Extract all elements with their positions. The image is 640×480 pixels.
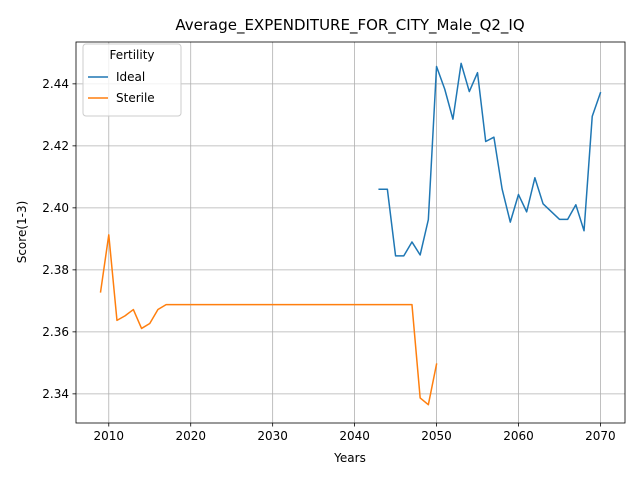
- plot-frame: [75, 41, 626, 424]
- y-tick-label: 2.42: [42, 139, 69, 153]
- y-axis-label: Score(1-3): [15, 201, 29, 264]
- x-axis-label: Years: [333, 451, 366, 465]
- x-tick-label: 2030: [257, 429, 288, 443]
- series-line-ideal: [378, 62, 602, 257]
- legend-label-sterile: Sterile: [116, 91, 155, 105]
- x-tick-label: 2020: [175, 429, 206, 443]
- legend-title: Fertility: [109, 48, 154, 62]
- legend: Fertility Ideal Sterile: [82, 43, 182, 117]
- chart-title: Average_EXPENDITURE_FOR_CITY_Male_Q2_IQ: [175, 16, 524, 35]
- series-lines: [99, 62, 602, 406]
- y-axis-ticks: 2.34 2.36 2.38 2.40 2.42 2.44: [42, 77, 76, 401]
- y-tick-label: 2.40: [42, 201, 69, 215]
- x-tick-label: 2010: [94, 429, 125, 443]
- y-tick-label: 2.38: [42, 263, 69, 277]
- x-tick-label: 2050: [421, 429, 452, 443]
- x-tick-label: 2060: [503, 429, 534, 443]
- y-tick-label: 2.36: [42, 325, 69, 339]
- x-tick-label: 2070: [585, 429, 616, 443]
- y-tick-label: 2.44: [42, 77, 69, 91]
- x-axis-ticks: 2010 2020 2030 2040 2050 2060 2070: [94, 423, 616, 443]
- grid-lines: [76, 42, 625, 423]
- y-tick-label: 2.34: [42, 387, 69, 401]
- x-tick-label: 2040: [339, 429, 370, 443]
- series-line-sterile: [99, 234, 438, 406]
- legend-label-ideal: Ideal: [116, 70, 145, 84]
